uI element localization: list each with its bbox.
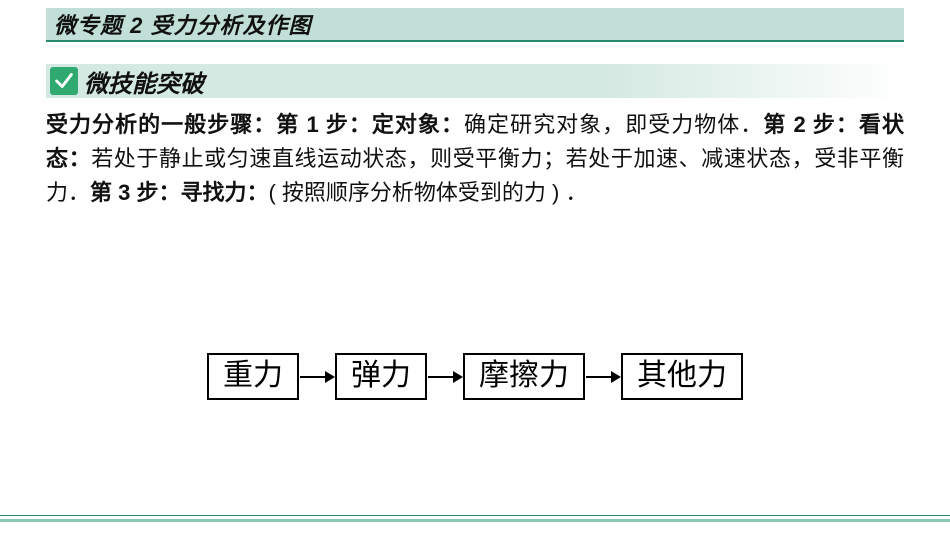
arrow-right-icon (427, 365, 463, 389)
step3-text: ( 按照顺序分析物体受到的力 ) ． (268, 180, 587, 205)
body-paragraph: 受力分析的一般步骤：第 1 步：定对象：确定研究对象，即受力物体．第 2 步：看… (46, 108, 904, 210)
arrow-right-icon (299, 365, 335, 389)
check-icon (50, 67, 78, 95)
step1-label: 第 1 步：定对象： (276, 112, 464, 137)
section-heading: 微技能突破 (84, 64, 204, 99)
flow-node: 重力 (207, 353, 299, 400)
flow-node: 摩擦力 (463, 353, 585, 400)
topic-title-bar: 微专题 2 受力分析及作图 (46, 8, 904, 42)
step1-text: 确定研究对象，即受力物体． (464, 112, 763, 137)
footer-divider (0, 515, 950, 523)
flow-node: 其他力 (621, 353, 743, 400)
arrow-right-icon (585, 365, 621, 389)
section-heading-row: 微技能突破 (46, 64, 904, 98)
flow-node: 弹力 (335, 353, 427, 400)
force-flowchart: 重力 弹力 摩擦力 其他力 (0, 353, 950, 400)
topic-title: 微专题 2 受力分析及作图 (54, 8, 311, 40)
step3-label: 第 3 步：寻找力： (90, 180, 268, 205)
para-lead: 受力分析的一般步骤： (46, 112, 276, 137)
